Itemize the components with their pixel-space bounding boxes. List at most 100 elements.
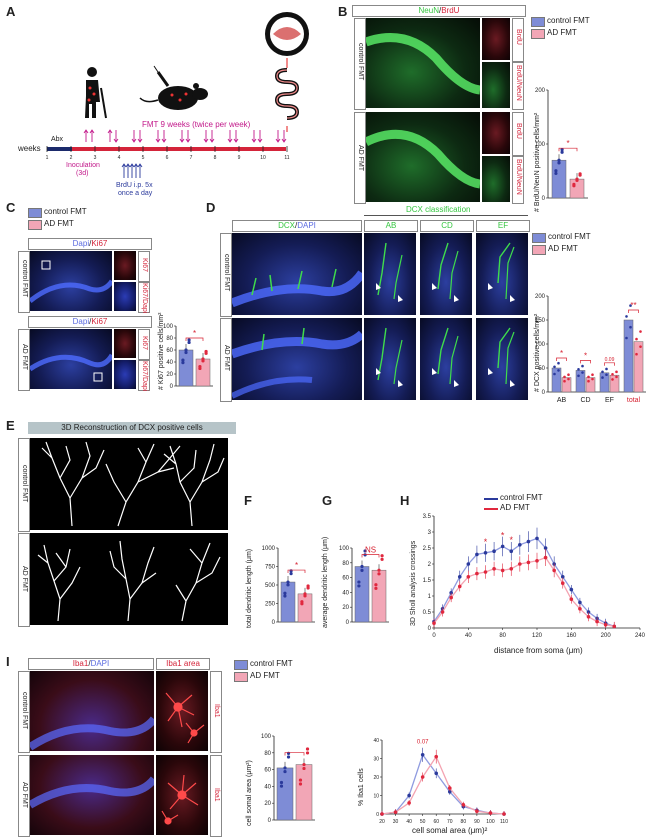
panel-d-header: DCX/DAPI xyxy=(232,220,362,232)
fmt-arrow xyxy=(179,130,185,143)
x-tick-label: 80 xyxy=(499,633,506,639)
y-tick-label: 3.5 xyxy=(423,514,432,520)
x-tick-label: 60 xyxy=(433,819,439,825)
data-point xyxy=(635,352,638,356)
x-category-label: EF xyxy=(605,397,614,404)
x-tick-label: 110 xyxy=(500,819,508,825)
data-point xyxy=(420,753,425,757)
fmt-arrow xyxy=(161,130,167,143)
brdu-schedule: once a day xyxy=(118,190,153,197)
data-point xyxy=(488,811,493,815)
data-point xyxy=(380,812,384,816)
data-point xyxy=(575,177,579,181)
data-point xyxy=(449,591,453,595)
bar-ad-CD xyxy=(585,377,596,393)
y-tick-label: 40 xyxy=(373,738,379,744)
inset-label-merge: BrdU/NeuN xyxy=(515,65,522,101)
fmt-arrow xyxy=(257,130,263,143)
data-point xyxy=(572,182,576,186)
y-tick-label: 60 xyxy=(264,768,271,774)
data-point xyxy=(554,171,558,176)
panel-d-image-control xyxy=(232,233,362,315)
data-point xyxy=(639,330,642,333)
data-point xyxy=(279,784,284,788)
fmt-arrow xyxy=(89,129,95,142)
panel-b-header: NeuN/BrdU xyxy=(352,5,526,17)
brain-gut-icon xyxy=(265,12,309,132)
panel-i-hist-xlabel: cell somal area (μm)² xyxy=(412,826,488,835)
y-tick-label: 200 xyxy=(535,294,546,300)
data-point xyxy=(374,583,378,587)
data-point xyxy=(560,575,565,579)
data-point xyxy=(407,793,411,798)
data-point xyxy=(518,543,522,547)
y-tick-label: 1 xyxy=(428,594,432,600)
data-point xyxy=(526,560,531,565)
fmt-arrow xyxy=(83,129,89,142)
bar-ad-AB xyxy=(561,377,572,393)
data-point xyxy=(457,584,462,589)
data-point xyxy=(509,567,514,571)
bar-ad-total xyxy=(633,341,644,393)
data-point xyxy=(502,812,506,816)
data-point xyxy=(357,580,361,584)
data-point xyxy=(306,584,310,588)
x-category-label: total xyxy=(627,397,641,404)
significance-label: * xyxy=(509,535,513,545)
data-point xyxy=(201,357,205,361)
data-point xyxy=(298,778,303,782)
y-tick-label: 40 xyxy=(264,784,271,790)
class-header-ef: EF xyxy=(476,220,530,232)
data-point xyxy=(198,364,202,369)
bar-control xyxy=(276,767,294,821)
y-tick-label: 60 xyxy=(166,348,173,354)
panel-b-row-label-ad: AD FMT xyxy=(354,112,366,204)
data-point xyxy=(591,377,594,381)
panel-label-b: B xyxy=(338,4,348,19)
y-tick-label: 40 xyxy=(342,590,349,596)
data-point xyxy=(578,607,582,611)
brdu-arrow xyxy=(133,163,139,178)
bar-control-AB xyxy=(551,367,562,393)
x-tick-label: 80 xyxy=(461,819,467,825)
week-tick-label: 7 xyxy=(190,155,193,161)
panel-b-inset-brdu-ad xyxy=(482,112,510,154)
panel-i-hist-ylabel: % Iba1 cells xyxy=(358,768,365,806)
brdu-label: BrdU i.p. 5x xyxy=(116,182,153,189)
y-tick-label: 20 xyxy=(342,605,349,611)
data-point xyxy=(563,379,566,383)
x-tick-label: 20 xyxy=(379,819,385,825)
significance-label: 0.09 xyxy=(605,357,615,363)
significance-label: * xyxy=(560,349,563,358)
data-point xyxy=(635,337,638,341)
fmt-arrow xyxy=(203,130,209,143)
data-point xyxy=(466,562,471,566)
fmt-arrow xyxy=(113,130,119,143)
panel-a-timeline: 1 2 3 4 5 6 7 8 9 10 11 xyxy=(46,12,309,178)
panel-g-bar-chart: 0 20 40 60 80 100 NS xyxy=(339,546,389,626)
y-tick-label: 500 xyxy=(265,583,276,589)
data-point xyxy=(289,572,293,576)
panel-i-bar-chart: 0 20 40 60 80 100 xyxy=(261,734,315,824)
significance-bracket xyxy=(628,309,639,313)
significance-label: * xyxy=(295,561,298,570)
fmt-arrow xyxy=(275,130,281,143)
data-point xyxy=(360,564,364,569)
y-tick-label: 2 xyxy=(428,562,432,568)
mouse-icon xyxy=(139,83,208,110)
fmt-arrow xyxy=(185,130,191,143)
data-point xyxy=(578,172,582,176)
week-tick-label: 3 xyxy=(94,155,97,161)
bar-control-CD xyxy=(575,370,586,393)
class-header-cd: CD xyxy=(420,220,474,232)
data-point xyxy=(184,350,188,355)
panel-i-area-header: Iba1 area xyxy=(156,658,210,670)
data-point xyxy=(629,325,632,329)
y-tick-label: 100 xyxy=(339,546,350,552)
panel-label-e: E xyxy=(6,418,15,433)
legend-swatch-ad xyxy=(531,29,545,39)
x-tick-label: 30 xyxy=(393,819,399,825)
data-point xyxy=(625,315,628,318)
data-point xyxy=(557,158,561,162)
panel-c-header-control: Dapi/Ki67 xyxy=(28,238,152,250)
